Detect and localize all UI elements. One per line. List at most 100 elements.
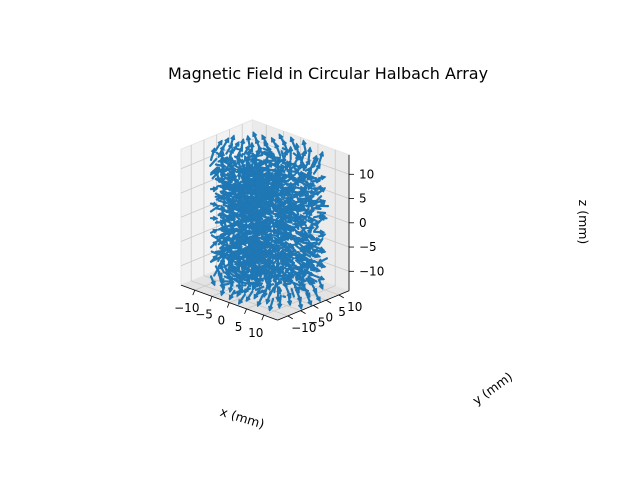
z-tick-label: −5 [359,240,377,254]
field-arrow [272,258,279,265]
field-arrow [274,143,282,157]
field-arrow [283,242,291,251]
field-arrow [230,263,240,273]
field-arrow [255,181,264,187]
field-arrow [235,239,243,248]
field-arrow [240,265,250,271]
field-arrow [256,203,264,210]
arrow-head [266,162,273,168]
field-arrow [317,257,328,264]
arrow-head [230,134,236,141]
field-arrow [216,250,228,256]
arrow-head [265,298,271,305]
field-arrow [235,253,243,259]
field-arrow [251,252,257,259]
arrow-head [263,140,269,147]
field-arrow [219,216,231,223]
field-arrow [278,186,290,195]
field-arrow [233,288,244,295]
arrow-head [319,185,326,192]
arrow-head [297,303,304,310]
field-arrow [303,268,311,274]
arrow-head [277,303,283,310]
arrow-head [315,296,321,303]
field-arrow [232,210,237,217]
field-arrow [213,267,220,277]
arrow-head [236,150,243,157]
field-arrow [215,220,220,224]
field-arrow [312,157,319,168]
arrow-head [309,266,316,272]
field-arrow [230,240,239,250]
field-arrow [281,205,288,209]
arrow-head [222,199,229,205]
field-arrow [311,248,318,257]
arrow-head [305,159,311,165]
y-tick-mark [325,299,332,304]
x-tick-label: 10 [248,326,263,340]
field-arrow [242,259,253,265]
field-arrow [310,207,322,210]
field-arrow [224,239,231,251]
field-arrow [217,257,221,263]
arrow-head [262,275,269,281]
x-tick-mark [244,308,247,314]
field-arrow [256,154,263,158]
field-arrow [261,178,273,186]
field-arrow [307,147,312,161]
field-arrow [261,201,272,210]
field-arrow [280,208,288,213]
x-tick-mark [261,314,265,321]
field-arrow [253,289,264,297]
field-arrow [222,282,230,287]
field-arrow [243,154,254,162]
field-arrow [314,185,322,192]
arrow-head [306,146,313,153]
field-arrow [256,294,264,307]
field-arrow [216,166,221,177]
arrow-head [268,305,274,312]
arrow-head [228,294,234,301]
arrow-head [315,163,321,169]
field-arrow [269,260,274,265]
arrow-head [219,290,226,297]
y-tick-mark [300,310,306,314]
arrow-head [212,240,218,246]
field-arrow [254,162,263,167]
field-arrow [303,190,310,196]
arrow-head [309,279,316,284]
arrow-head [309,189,316,195]
field-arrow [263,218,274,223]
x-tick-mark [226,302,230,308]
field-arrow [232,228,238,232]
field-arrow [297,151,303,161]
arrow-head [271,136,276,143]
field-arrow [295,143,300,158]
field-arrow [287,245,297,252]
field-arrow [257,257,269,263]
field-arrow [255,225,265,233]
field-arrow [283,276,291,282]
field-arrow [232,176,240,182]
field-arrow [271,271,277,274]
field-arrow [233,277,238,281]
field-arrow [299,244,309,250]
field-arrow [238,203,247,208]
field-arrow [269,264,274,268]
arrow-head [256,301,262,308]
field-arrow [289,212,301,219]
field-arrow [282,282,291,286]
field-arrow [277,251,285,255]
field-arrow [244,207,255,211]
field-arrow [255,254,265,258]
field-arrow [313,225,319,232]
field-arrow [306,184,316,188]
field-arrow [307,201,311,208]
y-tick-mark [338,294,345,299]
x-tick-mark [209,296,213,302]
field-arrow [284,273,295,278]
field-arrow [257,216,262,223]
field-arrow [244,218,255,222]
field-arrow [261,151,272,156]
arrow-head [234,140,240,147]
